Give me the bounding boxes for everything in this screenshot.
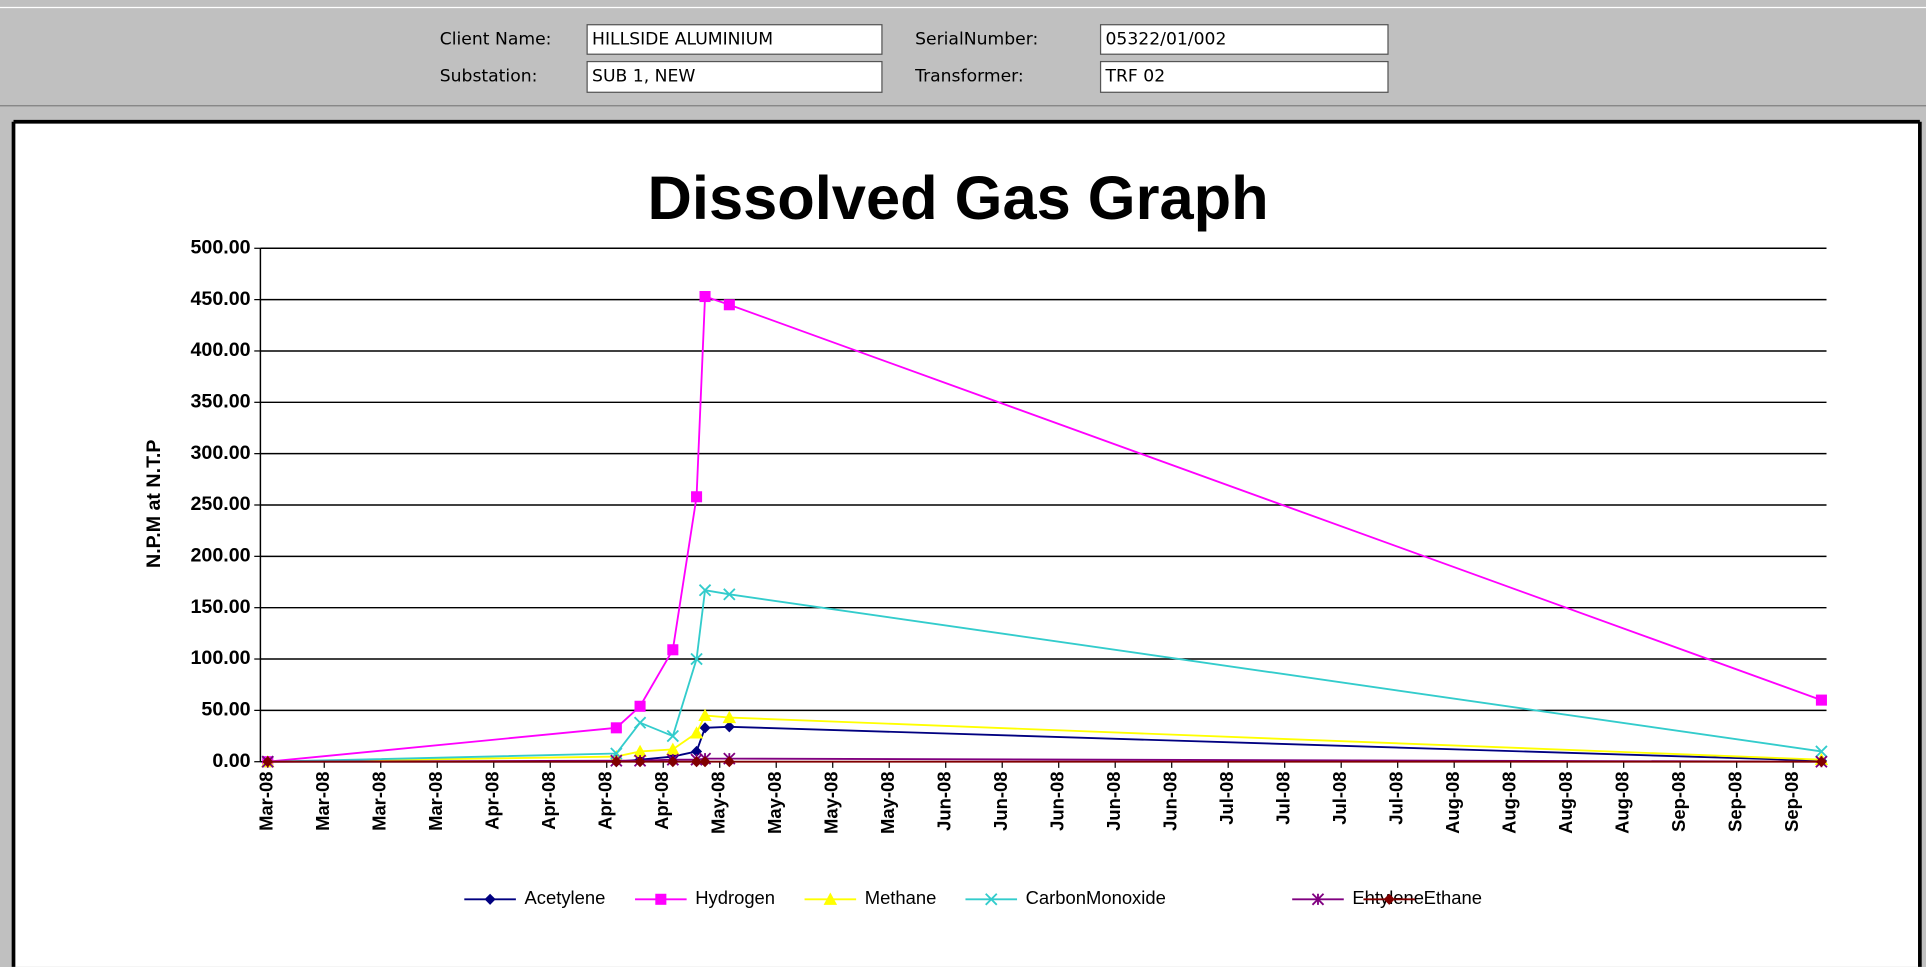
y-tick-label: 400.00 (190, 339, 250, 361)
x-tick-label: Sep-08 (1725, 772, 1746, 832)
x-tick-label: May-08 (764, 772, 785, 834)
marker (698, 584, 712, 597)
label: SerialNumber: (915, 29, 1038, 49)
x-tick-label: Sep-08 (1668, 772, 1689, 832)
y-tick-label: 450.00 (190, 288, 250, 310)
text-field[interactable] (586, 24, 883, 55)
marker (1815, 756, 1827, 768)
x-tick-label: Jul-08 (1273, 772, 1294, 825)
label: Transformer: (914, 66, 1024, 86)
x-tick-label: May-08 (708, 772, 729, 834)
y-tick-label: 300.00 (190, 442, 250, 464)
x-tick-label: Aug-08 (1499, 772, 1520, 834)
y-tick-label: 200.00 (190, 545, 250, 567)
y-tick-label: 50.00 (201, 699, 250, 721)
marker (655, 893, 667, 905)
marker (698, 708, 712, 722)
x-tick-label: Sep-08 (1781, 772, 1802, 832)
marker (1383, 893, 1395, 905)
x-tick-label: Jun-08 (1047, 772, 1068, 831)
text-field[interactable] (1099, 24, 1389, 55)
y-tick-label: 350.00 (190, 390, 250, 412)
marker (699, 756, 711, 768)
legend-label: CarbonMonoxide (1026, 887, 1166, 908)
text-field[interactable] (1099, 60, 1389, 93)
marker (633, 716, 647, 729)
marker (985, 893, 998, 906)
marker (666, 729, 680, 743)
x-tick-label: Jun-08 (1160, 772, 1181, 831)
marker (634, 756, 646, 768)
marker (823, 892, 838, 905)
marker (667, 644, 679, 656)
marker (689, 726, 704, 739)
marker (1815, 745, 1828, 758)
marker (1311, 893, 1325, 906)
marker (484, 893, 496, 905)
marker (667, 756, 679, 768)
x-tick-label: May-08 (877, 772, 898, 834)
y-axis-label: N.P.M at N.T.P (143, 440, 165, 568)
marker (1815, 694, 1827, 706)
marker (691, 491, 703, 503)
marker (722, 710, 737, 724)
x-tick-label: May-08 (821, 772, 842, 834)
x-tick-label: Mar-08 (256, 772, 277, 831)
text-field[interactable] (586, 60, 883, 93)
field-value: SUB 1, NEW (592, 66, 695, 86)
legend-label: Methane (865, 887, 937, 908)
x-tick-label: Jul-08 (1329, 772, 1350, 825)
marker (723, 756, 735, 768)
panel-border (11, 119, 1922, 967)
marker (723, 721, 735, 733)
y-tick-label: 500.00 (190, 236, 250, 258)
x-tick-label: Jul-08 (1216, 772, 1237, 825)
x-tick-label: Aug-08 (1442, 772, 1463, 834)
x-tick-label: Jun-08 (990, 772, 1011, 831)
legend-label: Hydrogen (695, 887, 775, 908)
field-value: HILLSIDE ALUMINIUM (592, 29, 773, 49)
marker (610, 722, 622, 734)
y-tick-label: 150.00 (190, 596, 250, 618)
marker (633, 744, 647, 757)
chart-title: Dissolved Gas Graph (648, 164, 1269, 233)
x-tick-label: Apr-08 (482, 772, 503, 830)
legend-label: Ethane (1424, 887, 1482, 908)
marker (691, 756, 703, 768)
y-tick-label: 100.00 (190, 647, 250, 669)
x-tick-label: Aug-08 (1555, 772, 1576, 834)
marker (634, 700, 646, 712)
legend-label: Acetylene (524, 887, 605, 908)
marker (723, 299, 735, 311)
marker (699, 291, 711, 303)
x-tick-label: Apr-08 (595, 772, 616, 830)
marker (699, 722, 711, 734)
x-tick-label: Mar-08 (425, 772, 446, 831)
label: Substation: (440, 66, 538, 86)
marker (262, 756, 274, 768)
marker (666, 742, 680, 755)
x-tick-label: Apr-08 (651, 772, 672, 830)
y-tick-label: 0.00 (212, 750, 250, 772)
x-tick-label: Jun-08 (1103, 772, 1124, 831)
x-tick-label: Apr-08 (538, 772, 559, 830)
y-tick-label: 250.00 (190, 493, 250, 515)
x-tick-label: Jun-08 (934, 772, 955, 831)
field-value: 05322/01/002 (1105, 29, 1226, 49)
marker (723, 588, 736, 601)
x-tick-label: Jul-08 (1386, 772, 1407, 825)
x-tick-label: Mar-08 (369, 772, 390, 831)
label: Client Name: (440, 29, 552, 49)
x-tick-label: Mar-08 (312, 772, 333, 831)
marker (690, 652, 703, 666)
field-value: TRF 02 (1104, 66, 1165, 86)
chart-panel (13, 121, 1920, 967)
x-tick-label: Aug-08 (1612, 772, 1633, 834)
